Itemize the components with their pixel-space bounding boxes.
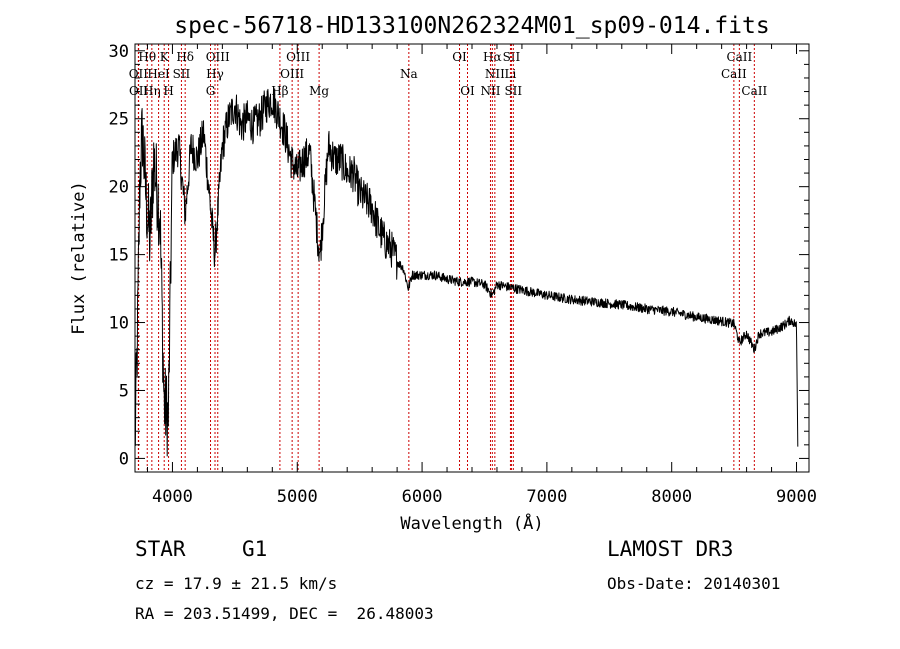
line-marker-label: Hβ (271, 84, 288, 98)
survey-label: LAMOST DR3 (607, 537, 734, 561)
y-axis: 0 5 10 15 20 25 30 (109, 42, 809, 469)
x-tick-label: 9000 (776, 487, 817, 507)
line-marker-label: NII (480, 84, 500, 98)
y-tick-label: 10 (109, 314, 129, 334)
y-tick-label: 0 (119, 449, 129, 469)
y-tick-label: 25 (109, 110, 129, 130)
line-marker-label: HeI (147, 67, 170, 81)
y-axis-label: Flux (relative) (69, 181, 89, 335)
line-marker-label: CaII (741, 84, 767, 98)
line-marker-label: Hα (483, 50, 502, 64)
subclass-label: G1 (242, 537, 268, 561)
redshift-text: cz = 17.9 ± 21.5 km/s (135, 574, 338, 593)
line-marker-label: NII (485, 67, 505, 81)
line-marker-label: Hθ (138, 50, 156, 64)
line-marker-label: Hη (143, 84, 161, 98)
line-marker-label: OIII (206, 50, 230, 64)
line-marker-label: K (160, 50, 170, 64)
line-marker-label: Li (505, 67, 517, 81)
line-marker-label: CaII (721, 67, 747, 81)
line-marker-label: CaII (726, 50, 752, 64)
x-axis-label: Wavelength (Å) (400, 512, 543, 534)
y-tick-label: 5 (119, 381, 129, 401)
x-tick-label: 5000 (277, 487, 318, 507)
chart-title: spec-56718-HD133100N262324M01_sp09-014.f… (174, 13, 769, 39)
line-marker-label: SII (504, 84, 522, 98)
spectrum-line (134, 88, 799, 457)
object-class-label: STAR (135, 537, 186, 561)
line-marker-label: Hδ (176, 50, 194, 64)
line-marker-label: Mg (309, 84, 329, 98)
line-marker-label: OII (129, 84, 149, 98)
x-tick-label: 6000 (402, 487, 443, 507)
x-tick-label: 8000 (651, 487, 692, 507)
x-tick-label: 4000 (152, 487, 193, 507)
line-marker-label: H (163, 84, 173, 98)
x-axis: 4000 5000 6000 7000 8000 9000 (146, 44, 817, 507)
line-marker-label: SII (503, 50, 521, 64)
line-marker-label: OI (460, 84, 475, 98)
x-tick-label: 7000 (526, 487, 567, 507)
y-tick-label: 15 (109, 246, 129, 266)
line-marker-label: SII (173, 67, 191, 81)
line-marker-label: Hγ (206, 67, 224, 81)
line-marker-label: OI (452, 50, 467, 64)
line-marker-label: OIII (286, 50, 310, 64)
line-marker-label: OIII (280, 67, 304, 81)
coordinates-text: RA = 203.51499, DEC = 26.48003 (135, 604, 434, 623)
line-marker-label: G (206, 84, 216, 98)
y-tick-label: 20 (109, 178, 129, 198)
obs-date-text: Obs-Date: 20140301 (607, 574, 781, 593)
line-marker-label: Na (400, 67, 418, 81)
y-tick-label: 30 (109, 42, 129, 62)
